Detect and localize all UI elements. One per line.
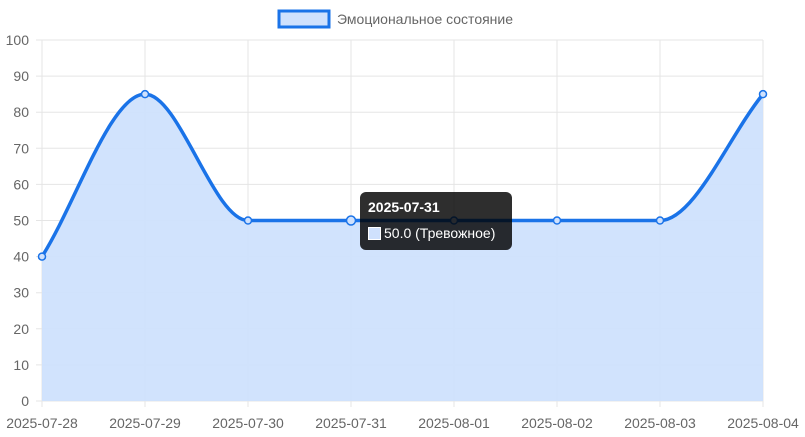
tooltip-body: 50.0 (Тревожное) [368,225,495,241]
y-tick-label: 0 [21,393,29,409]
y-tick-label: 80 [13,104,29,120]
y-tick-label: 30 [13,285,29,301]
tooltip-value: 50.0 [384,225,412,241]
data-point[interactable] [37,252,47,261]
x-tick-label: 2025-08-01 [418,415,490,431]
x-tick-label: 2025-08-02 [521,415,593,431]
x-tick-label: 2025-08-03 [624,415,696,431]
legend-swatch[interactable] [277,9,331,29]
data-point[interactable] [345,215,357,226]
tooltip-swatch [368,227,381,240]
x-tick-label: 2025-08-04 [727,415,799,431]
x-tick-label: 2025-07-28 [6,415,78,431]
x-tick-label: 2025-07-31 [315,415,387,431]
y-tick-label: 100 [6,32,30,48]
y-tick-label: 70 [13,140,29,156]
y-tick-label: 40 [13,249,29,265]
y-tick-label: 90 [13,68,29,84]
x-axis-tick-labels: 2025-07-28 2025-07-29 2025-07-30 2025-07-31… [6,415,799,431]
legend-label[interactable]: Эмоциональное состояние [337,11,513,27]
y-tick-label: 10 [13,357,29,373]
y-tick-label: 60 [13,176,29,192]
legend[interactable]: Эмоциональное состояние [277,9,513,29]
x-tick-label: 2025-07-29 [109,415,181,431]
data-point[interactable] [140,89,150,99]
x-tick-label: 2025-07-30 [212,415,284,431]
data-point[interactable] [243,216,253,225]
data-point[interactable] [552,216,562,225]
y-axis-tick-labels: 0 10 20 30 40 50 60 70 80 90 100 [6,32,30,409]
tooltip-title: 2025-07-31 [368,199,440,215]
data-points [37,89,768,261]
data-point[interactable] [655,216,665,225]
y-tick-label: 20 [13,321,29,337]
data-point[interactable] [758,89,768,99]
y-tick-label: 50 [13,213,29,229]
tooltip: 2025-07-31 50.0 (Тревожное) [360,192,512,250]
tooltip-label: (Тревожное) [415,225,496,241]
